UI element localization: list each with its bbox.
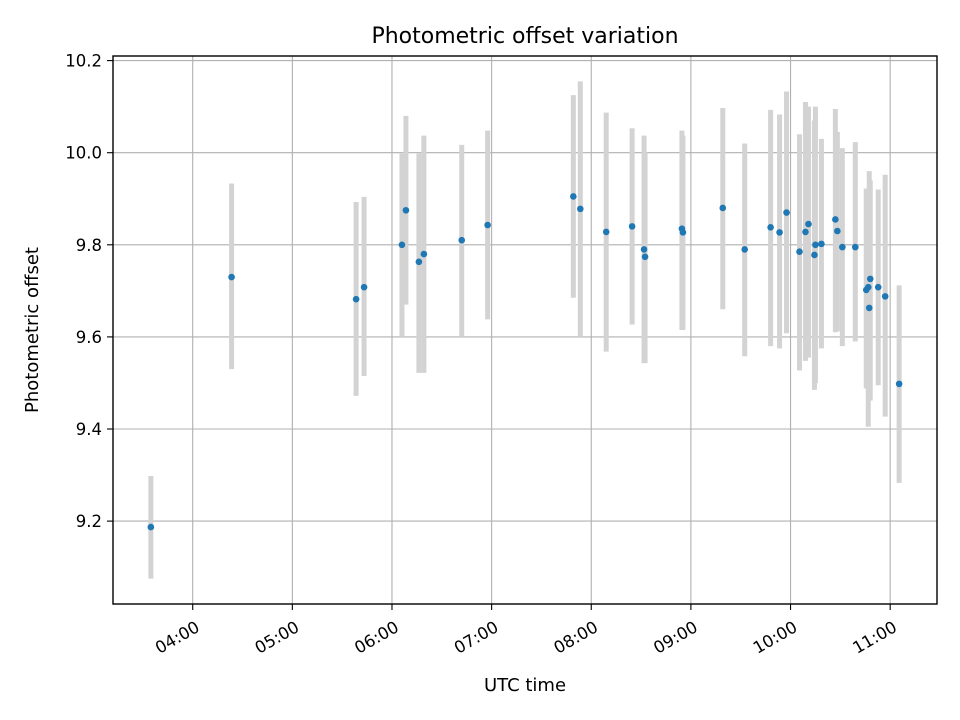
y-tick-label: 10.2 — [65, 52, 102, 71]
data-point — [402, 206, 410, 214]
data-points — [147, 193, 903, 531]
data-point — [640, 246, 648, 253]
data-point — [866, 275, 874, 283]
data-point — [783, 209, 790, 216]
x-axis-label: UTC time — [484, 675, 566, 696]
data-point — [679, 229, 687, 236]
data-point — [776, 229, 783, 236]
data-point — [812, 241, 819, 249]
data-point — [741, 246, 749, 253]
data-point — [628, 223, 636, 230]
y-tick-label: 9.8 — [76, 236, 102, 255]
data-point — [641, 253, 649, 261]
y-axis-label: Photometric offset — [22, 247, 43, 413]
data-point — [811, 251, 818, 259]
data-point — [602, 228, 610, 236]
data-point — [228, 273, 235, 281]
data-point — [576, 205, 584, 213]
data-point — [570, 193, 577, 200]
data-point — [796, 248, 803, 256]
y-tick-label: 9.4 — [76, 420, 102, 439]
data-point — [881, 293, 889, 300]
data-point — [874, 283, 882, 291]
y-tick-label: 9.6 — [76, 328, 102, 347]
data-point — [839, 243, 846, 251]
y-tick-label: 9.2 — [76, 512, 102, 531]
data-point — [832, 216, 839, 223]
data-point — [398, 241, 406, 249]
data-point — [420, 250, 428, 258]
data-point — [767, 224, 774, 231]
data-point — [458, 236, 466, 244]
data-point — [818, 240, 825, 248]
data-point — [864, 283, 872, 291]
chart-title: Photometric offset variation — [371, 24, 678, 49]
data-point — [719, 204, 727, 212]
data-point — [834, 227, 841, 235]
data-point — [415, 258, 423, 266]
data-point — [147, 523, 155, 531]
data-point — [360, 283, 368, 291]
data-point — [865, 304, 873, 312]
data-point — [851, 243, 859, 251]
data-point — [895, 380, 903, 388]
data-point — [805, 220, 812, 228]
y-tick-label: 10.0 — [65, 144, 102, 163]
data-point — [484, 221, 491, 229]
plot-area-frame — [112, 55, 938, 605]
data-point — [352, 295, 360, 303]
data-point — [802, 228, 809, 236]
